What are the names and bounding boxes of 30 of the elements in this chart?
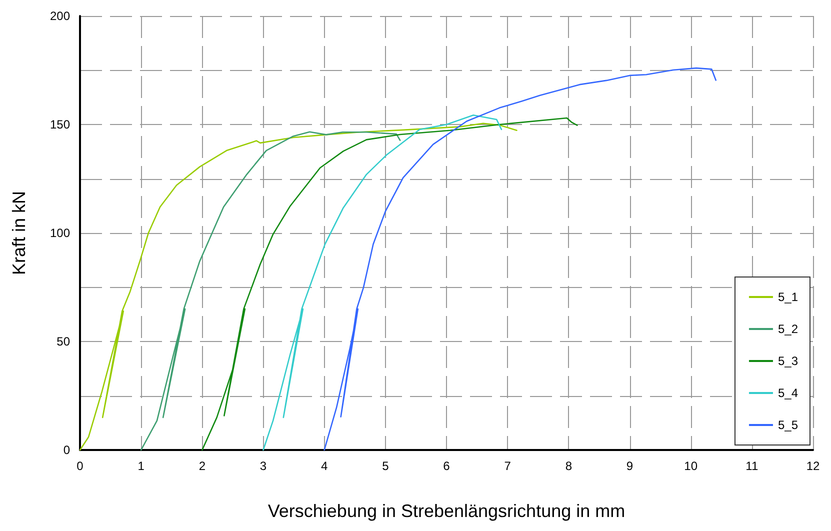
y-tick-label: 100 xyxy=(50,226,70,240)
x-axis-title: Verschiebung in Strebenlängsrichtung in mm xyxy=(268,501,626,521)
line-series xyxy=(324,67,717,451)
x-tick-label: 1 xyxy=(138,459,145,473)
x-tick-label: 6 xyxy=(443,459,450,473)
y-tick-label: 150 xyxy=(50,118,70,132)
y-tick-label: 0 xyxy=(63,443,70,457)
y-axis-title: Kraft in kN xyxy=(9,190,29,276)
x-tick-label: 9 xyxy=(626,459,634,473)
line-series xyxy=(262,114,502,451)
x-tick-label: 7 xyxy=(504,459,512,473)
y-tick-label: 200 xyxy=(50,9,70,23)
legend-label: 5_3 xyxy=(778,354,798,368)
line-series xyxy=(202,117,578,451)
y-tick-label: 50 xyxy=(56,334,70,348)
x-tick-label: 10 xyxy=(684,459,698,473)
line-series xyxy=(79,122,518,451)
x-tick-label: 12 xyxy=(806,459,820,473)
x-tick-label: 5 xyxy=(382,459,390,473)
x-tick-label: 2 xyxy=(198,459,206,473)
x-tick-label: 8 xyxy=(565,459,572,473)
legend-label: 5_1 xyxy=(778,290,798,304)
x-tick-label: 0 xyxy=(76,459,84,473)
x-tick-label: 3 xyxy=(260,459,267,473)
legend-label: 5_5 xyxy=(778,418,798,432)
line-series xyxy=(140,131,401,451)
x-tick-label: 4 xyxy=(320,459,328,473)
legend-label: 5_4 xyxy=(778,386,798,400)
x-tick-label: 11 xyxy=(746,459,758,473)
legend-label: 5_2 xyxy=(778,322,798,336)
